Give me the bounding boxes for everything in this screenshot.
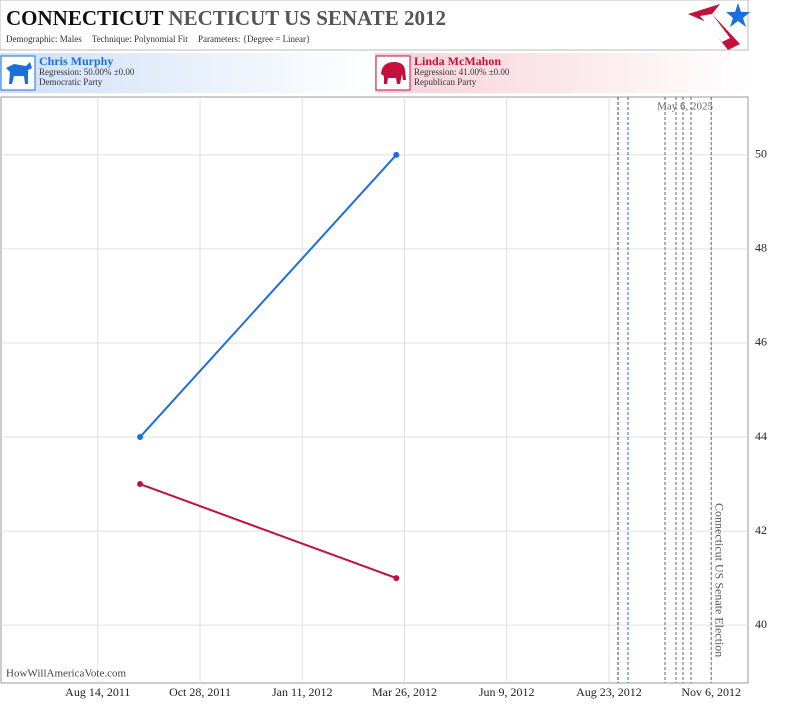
legend-name: Chris Murphy	[39, 54, 113, 68]
legend-name: Linda McMahon	[414, 54, 501, 68]
data-point	[393, 575, 400, 582]
legend-party: Republican Party	[414, 77, 477, 87]
x-tick-label: Nov 6, 2012	[681, 685, 741, 699]
plot-area	[0, 96, 749, 684]
series-line	[139, 483, 397, 580]
x-tick-label: Mar 26, 2012	[372, 685, 437, 699]
subtitle-value: Polynomial Fit	[134, 34, 188, 44]
data-point	[393, 151, 400, 158]
x-tick-label: Jun 9, 2012	[479, 685, 535, 699]
x-tick-label: Oct 28, 2011	[169, 685, 231, 699]
site-credit: HowWillAmericaVote.com	[6, 668, 126, 680]
title: CONNECTICUT NECTICUT US SENATE 2012	[6, 6, 446, 30]
x-tick-label: Jan 11, 2012	[272, 685, 333, 699]
legend-regression: Regression: 50.00% ±0.00	[39, 67, 135, 77]
y-tick-label: 44	[755, 429, 767, 443]
y-tick-label: 40	[755, 617, 767, 631]
series-line	[139, 154, 398, 438]
donkey-icon	[0, 55, 36, 91]
grid	[1, 97, 748, 683]
subtitle-label: Demographic:	[6, 34, 57, 44]
y-tick-label: 50	[755, 147, 767, 161]
header-box	[0, 0, 749, 51]
current-date: May 6, 2025	[657, 101, 713, 113]
logo	[688, 3, 750, 50]
data-point	[137, 481, 144, 488]
subtitle-value: Males	[60, 34, 82, 44]
legend-bg	[0, 53, 375, 93]
y-tick-label: 42	[755, 523, 767, 537]
title-bold: CONNECTICUT	[6, 6, 164, 30]
annotation-text: Connecticut US Senate Election	[712, 503, 726, 657]
legend-party: Democratic Party	[39, 77, 103, 87]
data-point	[137, 434, 144, 441]
x-tick-label: Aug 23, 2012	[576, 685, 642, 699]
subtitle-value: {Degree = Linear}	[243, 34, 311, 44]
title-rest: NECTICUT US SENATE 2012	[168, 6, 446, 30]
elephant-icon	[375, 55, 411, 91]
event-lines	[617, 97, 692, 683]
legend-regression: Regression: 41.00% ±0.00	[414, 67, 510, 77]
subtitle-label: Parameters:	[198, 34, 240, 44]
subtitle: Demographic: Males Technique: Polynomial…	[6, 34, 310, 44]
x-tick-label: Aug 14, 2011	[65, 685, 130, 699]
y-tick-label: 46	[755, 335, 767, 349]
subtitle-label: Technique:	[92, 34, 132, 44]
y-tick-label: 48	[755, 241, 767, 255]
legend-bg	[375, 53, 750, 93]
